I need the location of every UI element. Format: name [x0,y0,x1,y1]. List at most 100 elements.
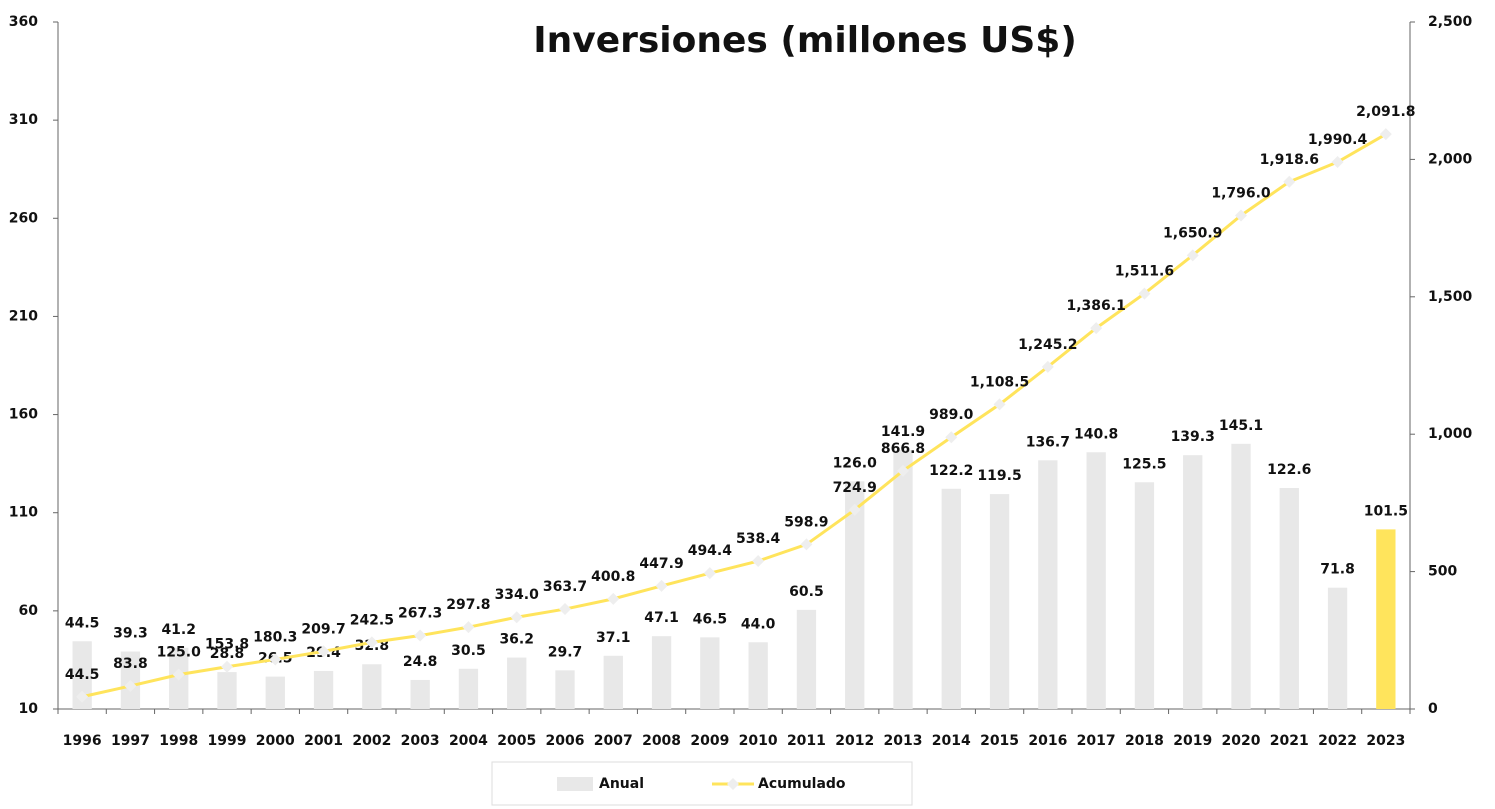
line-marker [800,538,813,551]
bar [1279,487,1299,709]
line-marker [1283,175,1296,188]
line-marker [414,629,427,642]
legend-swatch [557,777,593,791]
line-marker [559,603,571,616]
line-marker [1379,128,1392,141]
bar [1183,455,1203,709]
x-tick-label: 2006 [546,733,585,749]
y-tick-label: 10 [19,701,39,717]
line-value-label: 1,511.6 [1115,264,1174,280]
x-tick-label: 2023 [1366,733,1405,749]
line-value-label: 125.0 [157,645,202,661]
y2-tick-label: 1,000 [1428,426,1473,442]
line-value-label: 83.8 [113,656,148,672]
bar [700,637,720,709]
x-tick-label: 1996 [63,733,102,749]
line-marker [365,636,378,649]
chart-title: Inversiones (millones US$) [533,20,1077,61]
line-marker [897,464,909,477]
y-tick-label: 110 [9,505,38,521]
bar [1038,460,1058,709]
line-marker [317,645,330,658]
bar [265,676,285,709]
line-marker [993,398,1006,411]
bar [555,670,575,709]
x-tick-label: 1998 [159,733,198,749]
x-tick-label: 2013 [884,733,923,749]
bar [845,481,865,709]
bar-value-label: 145.1 [1219,418,1263,434]
bar [1086,452,1106,709]
x-tick-label: 2014 [932,733,971,749]
bar [1134,482,1155,709]
line [81,132,1387,699]
legend-box [491,761,913,806]
line-value-label: 538.4 [736,531,781,547]
line-marker [172,668,185,681]
line-value-label: 1,245.2 [1018,337,1077,353]
bar-value-label: 29.7 [548,644,583,660]
bar-value-label: 44.5 [65,615,100,631]
bar [217,672,237,709]
line-value-label: 400.8 [591,569,635,585]
bar-value-label: 41.2 [161,622,196,638]
y2-tick-label: 2,000 [1428,151,1473,167]
bar [989,494,1010,709]
line-marker [752,555,765,568]
line-value-label: 180.3 [253,629,297,645]
legend-label: Acumulado [758,776,846,792]
x-tick-label: 2015 [980,733,1019,749]
x-tick-label: 2009 [690,733,729,749]
y-tick-label: 160 [9,407,38,423]
bar [72,641,92,709]
line-marker [655,579,668,592]
line-marker [1041,360,1054,373]
line-marker [124,679,137,692]
line-value-label: 447.9 [639,556,683,572]
line-marker [1235,209,1247,222]
bar-value-label: 37.1 [596,630,631,646]
x-tick-label: 2000 [256,733,295,749]
bar [362,664,382,709]
line-value-label: 1,796.0 [1211,185,1271,201]
x-tick-label: 2001 [304,733,343,749]
bar-value-label: 126.0 [833,455,878,471]
x-tick-label: 2011 [787,733,826,749]
line-value-label: 989.0 [929,407,974,423]
x-tick-label: 2017 [1077,733,1116,749]
x-tick-label: 2016 [1028,733,1067,749]
bar [941,488,961,709]
bar-value-label: 44.0 [741,616,776,632]
line-value-label: 1,650.9 [1163,225,1222,241]
line-marker [76,690,89,703]
bar [458,668,479,709]
bar-value-label: 39.3 [113,625,148,641]
y2-tick-label: 1,500 [1428,289,1473,305]
line-value-label: 494.4 [688,543,733,559]
line-marker [703,567,716,580]
bar [1376,529,1396,709]
x-tick-label: 1997 [111,733,150,749]
bar-value-label: 140.8 [1074,426,1118,442]
x-tick-label: 2019 [1173,733,1212,749]
x-tick-label: 2004 [449,733,488,749]
bar [313,670,334,709]
y2-tick-label: 500 [1428,564,1457,580]
x-tick-label: 2012 [835,733,874,749]
x-tick-label: 2018 [1125,733,1164,749]
bar [603,655,623,709]
bar-value-label: 139.3 [1171,429,1215,445]
y-tick-label: 310 [9,112,38,128]
line-marker [607,592,620,605]
x-tick-label: 2005 [497,733,536,749]
bar [893,450,913,709]
x-tick-label: 2020 [1222,733,1261,749]
bar-value-label: 101.5 [1364,503,1408,519]
bar [748,642,768,709]
y2-tick-label: 2,500 [1428,14,1473,30]
line-marker [848,503,861,516]
x-tick-label: 2008 [642,733,681,749]
line-value-label: 866.8 [881,441,925,457]
line-value-label: 724.9 [833,480,877,496]
